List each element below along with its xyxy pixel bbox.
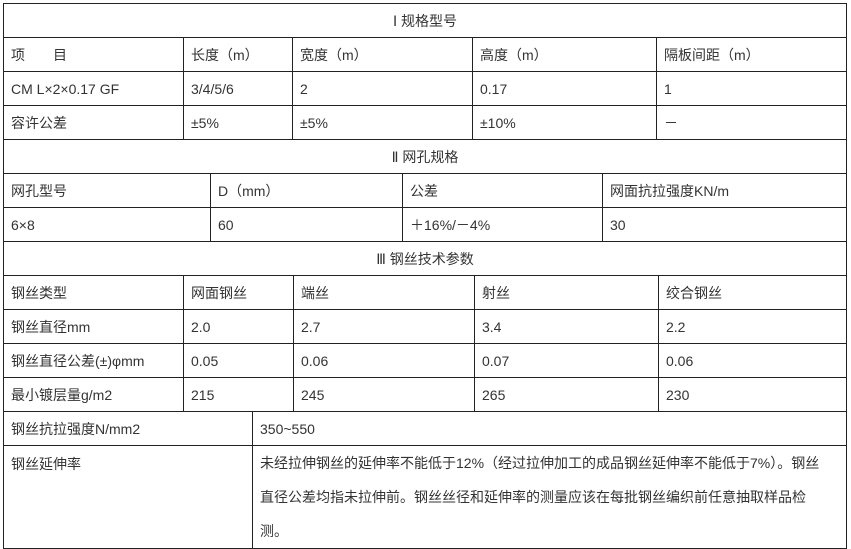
header-cell: 网面抗拉强度KN/m — [601, 173, 848, 208]
cell: 钢丝直径mm — [3, 309, 184, 344]
header-cell: 绞合钢丝 — [657, 275, 848, 310]
header-row: 网孔型号 D（mm） 公差 网面抗拉强度KN/m — [3, 173, 848, 208]
spec-model-table: Ⅰ 规格型号 项 目 长度（m） 宽度（m） 高度（m） 隔板间距（m） CM … — [2, 3, 848, 140]
cell: 0.06 — [293, 343, 475, 378]
header-row: 项 目 长度（m） 宽度（m） 高度（m） 隔板间距（m） — [3, 37, 848, 72]
cell: 2 — [292, 71, 473, 106]
cell: ±10% — [472, 105, 657, 140]
cell: － — [655, 105, 848, 140]
header-cell: 高度（m） — [472, 37, 657, 72]
section-title: Ⅰ 规格型号 — [2, 3, 848, 38]
header-cell: D（mm） — [210, 173, 403, 208]
cell: ±5% — [183, 105, 293, 140]
header-cell: 射丝 — [474, 275, 659, 310]
cell: 2.0 — [183, 309, 294, 344]
cell: ±5% — [292, 105, 473, 140]
cell: 6×8 — [3, 207, 211, 242]
header-cell: 项 目 — [3, 37, 184, 72]
table-row: CM L×2×0.17 GF 3/4/5/6 2 0.17 1 — [3, 71, 848, 106]
steel-wire-table: Ⅲ 钢丝技术参数 钢丝类型 网面钢丝 端丝 射丝 绞合钢丝 钢丝直径mm 2.0… — [2, 242, 848, 412]
header-cell: 端丝 — [293, 275, 475, 310]
cell: 2.7 — [293, 309, 475, 344]
elongation-label: 钢丝延伸率 — [3, 445, 253, 549]
cell: 215 — [183, 377, 294, 412]
cell: 30 — [601, 207, 848, 242]
header-row: 钢丝类型 网面钢丝 端丝 射丝 绞合钢丝 — [3, 275, 848, 310]
strength-value: 350~550 — [252, 412, 847, 446]
cell: ＋16%/－4% — [402, 207, 603, 242]
table-row: 6×8 60 ＋16%/－4% 30 — [3, 207, 848, 242]
cell: 265 — [474, 377, 659, 412]
header-cell: 网孔型号 — [3, 173, 211, 208]
section-title: Ⅲ 钢丝技术参数 — [2, 242, 848, 276]
cell: 0.07 — [474, 343, 659, 378]
spec-document: Ⅰ 规格型号 项 目 长度（m） 宽度（m） 高度（m） 隔板间距（m） CM … — [2, 3, 848, 549]
header-cell: 钢丝类型 — [3, 275, 184, 310]
cell: 1 — [655, 71, 848, 106]
header-cell: 宽度（m） — [292, 37, 473, 72]
cell: 230 — [657, 377, 848, 412]
cell: 0.06 — [657, 343, 848, 378]
table-row: 最小镀层量g/m2 215 245 265 230 — [3, 377, 848, 412]
cell: 2.2 — [657, 309, 848, 344]
table-row: 容许公差 ±5% ±5% ±10% － — [3, 105, 848, 140]
table-row: 钢丝直径mm 2.0 2.7 3.4 2.2 — [3, 309, 848, 344]
cell: 3.4 — [474, 309, 659, 344]
header-cell: 长度（m） — [183, 37, 293, 72]
table-row: 钢丝直径公差(±)φmm 0.05 0.06 0.07 0.06 — [3, 343, 848, 378]
header-cell: 公差 — [402, 173, 603, 208]
cell: 245 — [293, 377, 475, 412]
header-cell: 隔板间距（m） — [655, 37, 848, 72]
cell: 0.17 — [472, 71, 657, 106]
cell: 3/4/5/6 — [183, 71, 293, 106]
mesh-spec-table: Ⅱ 网孔规格 网孔型号 D（mm） 公差 网面抗拉强度KN/m 6×8 60 ＋… — [2, 140, 848, 242]
table-row: 钢丝延伸率 未经拉伸钢丝的延伸率不能低于12%（经过拉伸加工的成品钢丝延伸率不能… — [3, 445, 847, 549]
cell: CM L×2×0.17 GF — [3, 71, 184, 106]
elongation-text: 未经拉伸钢丝的延伸率不能低于12%（经过拉伸加工的成品钢丝延伸率不能低于7%）。… — [252, 445, 847, 549]
cell: 0.05 — [183, 343, 294, 378]
section-title: Ⅱ 网孔规格 — [2, 140, 848, 174]
cell: 钢丝直径公差(±)φmm — [3, 343, 184, 378]
cell: 最小镀层量g/m2 — [3, 377, 184, 412]
cell: 容许公差 — [3, 105, 184, 140]
cell: 60 — [210, 207, 403, 242]
steel-wire-extra-table: 钢丝抗拉强度N/mm2 350~550 钢丝延伸率 未经拉伸钢丝的延伸率不能低于… — [3, 412, 847, 549]
table-row: 钢丝抗拉强度N/mm2 350~550 — [3, 412, 847, 446]
strength-label: 钢丝抗拉强度N/mm2 — [3, 412, 253, 446]
header-cell: 网面钢丝 — [183, 275, 294, 310]
